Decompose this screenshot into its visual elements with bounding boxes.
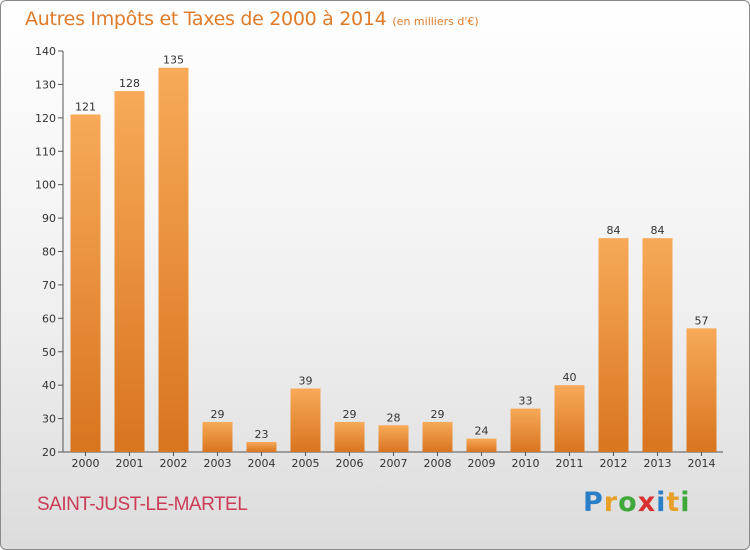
chart-subtitle: (en milliers d'€) bbox=[392, 15, 479, 28]
x-tick-label: 2011 bbox=[556, 457, 584, 470]
data-label: 121 bbox=[75, 100, 96, 113]
y-tick-label: 40 bbox=[42, 379, 56, 392]
bar-2010 bbox=[510, 408, 541, 452]
bar-2011 bbox=[554, 385, 585, 452]
y-tick-label: 50 bbox=[42, 346, 56, 359]
chart-title: Autres Impôts et Taxes de 2000 à 2014 bbox=[25, 8, 387, 30]
bar-2000 bbox=[70, 114, 101, 452]
x-tick-label: 2012 bbox=[600, 457, 628, 470]
x-tick-label: 2005 bbox=[292, 457, 320, 470]
x-tick-label: 2000 bbox=[72, 457, 100, 470]
logo-letter: x bbox=[637, 487, 657, 518]
x-tick-label: 2013 bbox=[644, 457, 672, 470]
bar-2014 bbox=[686, 328, 717, 452]
logo-letter: P bbox=[583, 487, 604, 518]
x-tick-label: 2004 bbox=[248, 457, 276, 470]
x-tick-label: 2006 bbox=[336, 457, 364, 470]
x-tick-label: 2009 bbox=[468, 457, 496, 470]
bar-2009 bbox=[466, 438, 497, 452]
y-tick-label: 100 bbox=[35, 179, 56, 192]
bar-2004 bbox=[246, 441, 277, 452]
data-label: 57 bbox=[695, 314, 709, 327]
y-tick-label: 140 bbox=[35, 45, 56, 58]
bar-2007 bbox=[378, 425, 409, 452]
x-tick-label: 2010 bbox=[512, 457, 540, 470]
proxiti-logo: Proxiti bbox=[583, 487, 691, 518]
logo-letter: i bbox=[656, 487, 667, 518]
data-label: 84 bbox=[607, 224, 621, 237]
y-tick-label: 60 bbox=[42, 312, 56, 325]
x-tick-label: 2014 bbox=[688, 457, 716, 470]
y-tick-label: 70 bbox=[42, 279, 56, 292]
y-tick-label: 20 bbox=[42, 446, 56, 459]
logo-letter: r bbox=[603, 487, 619, 518]
bar-2002 bbox=[158, 67, 189, 452]
bar-2008 bbox=[422, 421, 453, 452]
data-label: 33 bbox=[519, 395, 533, 408]
x-tick-label: 2002 bbox=[160, 457, 188, 470]
y-tick-label: 130 bbox=[35, 78, 56, 91]
bar-2005 bbox=[290, 388, 321, 452]
x-tick-label: 2007 bbox=[380, 457, 408, 470]
y-tick-label: 30 bbox=[42, 413, 56, 426]
data-label: 128 bbox=[119, 77, 140, 90]
data-label: 39 bbox=[299, 375, 313, 388]
bar-2006 bbox=[334, 421, 365, 452]
chart-title-row: Autres Impôts et Taxes de 2000 à 2014 (en… bbox=[25, 8, 479, 30]
bar-2013 bbox=[642, 238, 673, 452]
data-label: 24 bbox=[475, 425, 489, 438]
x-tick-label: 2001 bbox=[116, 457, 144, 470]
data-label: 84 bbox=[651, 224, 665, 237]
logo-letter: o bbox=[618, 487, 638, 518]
y-tick-label: 90 bbox=[42, 212, 56, 225]
data-label: 29 bbox=[431, 408, 445, 421]
commune-name: SAINT-JUST-LE-MARTEL bbox=[37, 494, 248, 515]
data-label: 135 bbox=[163, 54, 184, 67]
x-tick-label: 2008 bbox=[424, 457, 452, 470]
logo-letter: t bbox=[666, 487, 681, 518]
data-label: 29 bbox=[211, 408, 225, 421]
bar-2001 bbox=[114, 91, 145, 452]
x-tick-label: 2003 bbox=[204, 457, 232, 470]
bar-2003 bbox=[202, 421, 233, 452]
bar-2012 bbox=[598, 238, 629, 452]
y-tick-label: 120 bbox=[35, 112, 56, 125]
data-label: 23 bbox=[255, 428, 269, 441]
data-label: 28 bbox=[387, 411, 401, 424]
logo-letter: i bbox=[680, 487, 691, 518]
y-tick-label: 110 bbox=[35, 145, 56, 158]
data-label: 40 bbox=[563, 371, 577, 384]
data-label: 29 bbox=[343, 408, 357, 421]
y-tick-label: 80 bbox=[42, 246, 56, 259]
